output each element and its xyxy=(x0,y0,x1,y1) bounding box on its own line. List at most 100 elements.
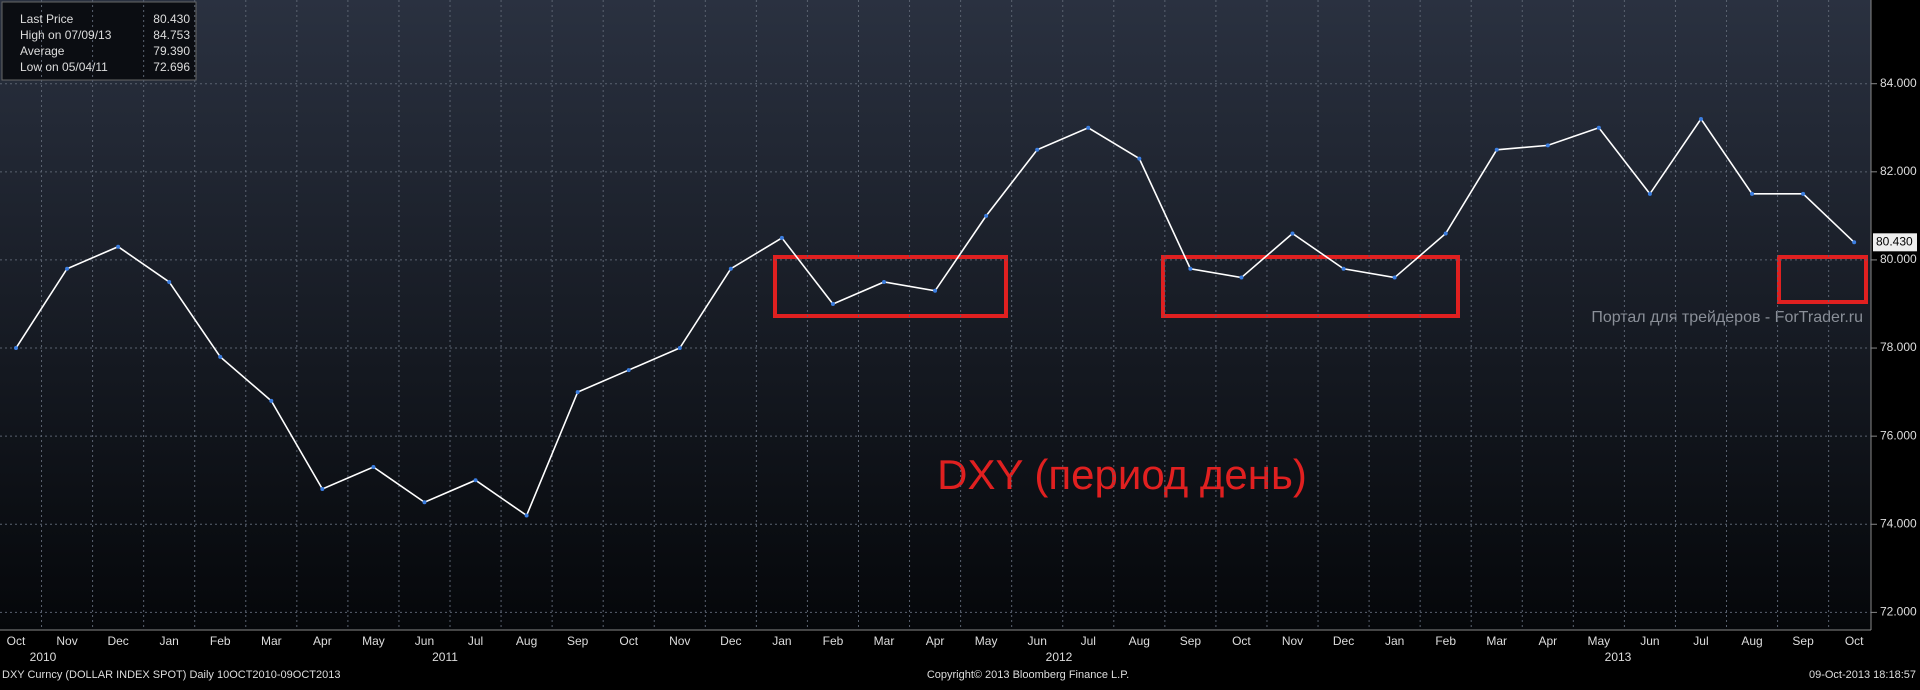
legend-label: High on 07/09/13 xyxy=(20,28,112,42)
x-tick-label: Feb xyxy=(1435,634,1456,648)
price-point xyxy=(779,235,784,240)
x-tick-label: May xyxy=(362,634,385,648)
price-point xyxy=(1647,191,1652,196)
x-tick-label: Oct xyxy=(1232,634,1251,648)
legend-label: Average xyxy=(20,44,65,58)
x-tick-label: Sep xyxy=(567,634,589,648)
last-price-label: 80.430 xyxy=(1876,234,1913,248)
x-tick-label: Feb xyxy=(210,634,231,648)
price-point xyxy=(933,288,938,293)
x-tick-label: Nov xyxy=(1282,634,1303,648)
watermark: Портал для трейдеров - ForTrader.ru xyxy=(1591,309,1863,326)
legend-label: Low on 05/04/11 xyxy=(20,60,108,74)
last-price-tag xyxy=(1873,233,1917,252)
price-point xyxy=(1392,275,1397,280)
price-point xyxy=(1341,266,1346,271)
year-label: 2013 xyxy=(1605,650,1632,664)
legend-value: 80.430 xyxy=(153,12,190,26)
y-tick-label: 84.000 xyxy=(1880,76,1917,90)
x-tick-label: Aug xyxy=(1129,634,1150,648)
range-box xyxy=(773,255,1008,318)
x-tick-label: Nov xyxy=(56,634,77,648)
legend-value: 79.390 xyxy=(153,44,190,58)
price-point xyxy=(984,213,989,218)
year-label: 2010 xyxy=(30,650,57,664)
footer-left: DXY Curncy (DOLLAR INDEX SPOT) Daily 10O… xyxy=(2,669,340,681)
x-tick-label: May xyxy=(975,634,998,648)
x-tick-label: Mar xyxy=(261,634,282,648)
legend-value: 84.753 xyxy=(153,28,190,42)
price-point xyxy=(1545,143,1550,148)
price-point xyxy=(1239,275,1244,280)
y-tick-label: 74.000 xyxy=(1880,516,1917,530)
price-point xyxy=(626,368,631,373)
x-tick-label: Nov xyxy=(669,634,690,648)
x-tick-label: Jul xyxy=(1081,634,1096,648)
price-point xyxy=(371,464,376,469)
y-tick-label: 80.000 xyxy=(1880,252,1917,266)
price-point xyxy=(1698,116,1703,121)
x-tick-label: Apr xyxy=(313,634,332,648)
price-point xyxy=(473,478,478,483)
price-point xyxy=(65,266,70,271)
price-point xyxy=(1137,156,1142,161)
y-tick-label: 82.000 xyxy=(1880,164,1917,178)
legend-value: 72.696 xyxy=(153,60,190,74)
y-tick-label: 78.000 xyxy=(1880,340,1917,354)
legend-label: Last Price xyxy=(20,12,74,26)
x-tick-label: Dec xyxy=(107,634,128,648)
price-point xyxy=(1494,147,1499,152)
x-tick-label: Sep xyxy=(1180,634,1202,648)
x-tick-label: Sep xyxy=(1792,634,1814,648)
price-point xyxy=(218,354,223,359)
range-box xyxy=(1777,255,1868,304)
x-tick-label: Aug xyxy=(1741,634,1762,648)
x-tick-label: Jul xyxy=(1693,634,1708,648)
x-tick-label: Aug xyxy=(516,634,537,648)
range-box xyxy=(1161,255,1460,318)
y-tick-label: 76.000 xyxy=(1880,428,1917,442)
price-point xyxy=(1086,125,1091,130)
price-point xyxy=(167,279,172,284)
y-tick-label: 72.000 xyxy=(1880,605,1917,619)
price-point xyxy=(1801,191,1806,196)
price-point xyxy=(1750,191,1755,196)
price-point xyxy=(677,346,682,351)
price-point xyxy=(728,266,733,271)
x-tick-label: Jan xyxy=(160,634,179,648)
year-label: 2012 xyxy=(1046,650,1073,664)
annotation: DXY (период день) xyxy=(937,451,1307,498)
price-point xyxy=(269,398,274,403)
x-tick-label: Mar xyxy=(874,634,895,648)
x-tick-label: Jun xyxy=(415,634,434,648)
x-tick-label: Oct xyxy=(619,634,638,648)
x-tick-label: Oct xyxy=(1845,634,1864,648)
price-point xyxy=(830,301,835,306)
price-point xyxy=(1443,231,1448,236)
price-point xyxy=(1290,231,1295,236)
x-tick-label: Jul xyxy=(468,634,483,648)
price-point xyxy=(575,390,580,395)
price-point xyxy=(116,244,121,249)
price-point xyxy=(524,513,529,518)
x-tick-label: Jun xyxy=(1028,634,1047,648)
price-point xyxy=(882,279,887,284)
price-point xyxy=(1035,147,1040,152)
price-point xyxy=(1188,266,1193,271)
price-point xyxy=(422,500,427,505)
x-tick-label: Dec xyxy=(1333,634,1354,648)
x-tick-label: May xyxy=(1588,634,1611,648)
footer-right: 09-Oct-2013 18:18:57 xyxy=(1809,669,1916,681)
x-tick-label: Jan xyxy=(772,634,791,648)
x-tick-label: Apr xyxy=(1538,634,1557,648)
x-tick-label: Jun xyxy=(1640,634,1659,648)
price-point xyxy=(1596,125,1601,130)
x-tick-label: Jan xyxy=(1385,634,1404,648)
legend-box xyxy=(1,1,197,81)
price-point xyxy=(320,487,325,492)
x-tick-label: Feb xyxy=(823,634,844,648)
x-tick-label: Oct xyxy=(7,634,26,648)
year-label: 2011 xyxy=(432,650,458,664)
x-tick-label: Mar xyxy=(1486,634,1507,648)
